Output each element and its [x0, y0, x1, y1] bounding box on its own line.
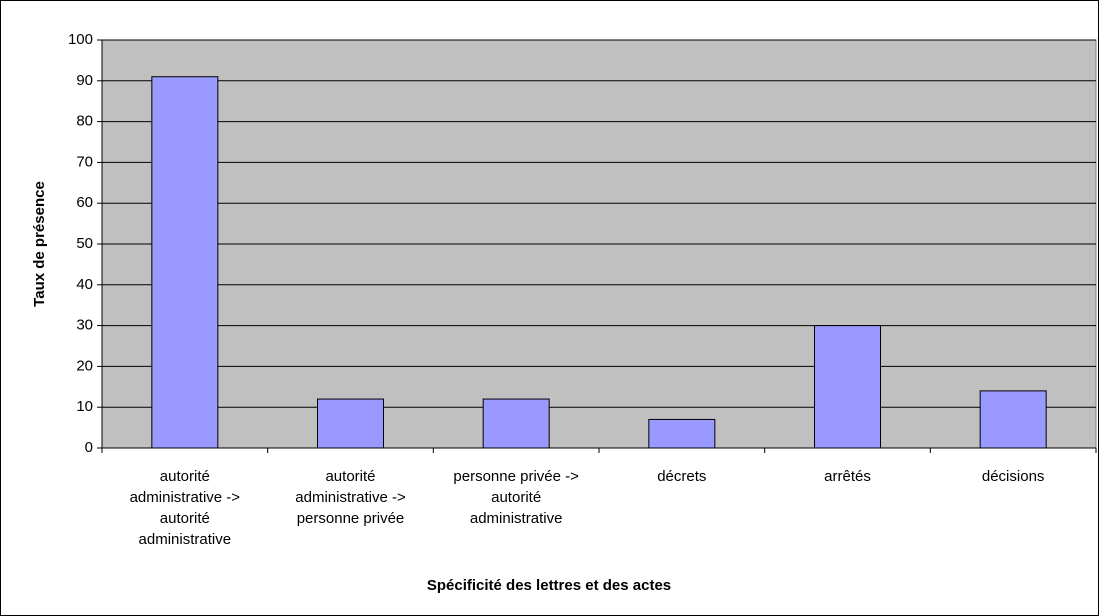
y-tick-label: 80: [76, 113, 93, 130]
bar: [979, 390, 1047, 449]
bar: [151, 76, 219, 449]
x-axis-title: Spécificité des lettres et des actes: [427, 577, 671, 594]
x-tick-label: autorité administrative -> personne priv…: [295, 468, 406, 527]
y-tick-label: 60: [76, 194, 93, 211]
y-tick-label: 10: [76, 398, 93, 415]
y-tick-label: 100: [68, 31, 93, 48]
x-tick-label: décrets: [657, 468, 707, 485]
bar: [317, 398, 384, 449]
y-axis-title: Taux de présence: [31, 181, 48, 307]
x-tick-label: personne privée -> autorité administrati…: [453, 468, 579, 527]
bar: [814, 325, 881, 449]
y-tick-label: 0: [85, 439, 93, 456]
x-tick-label: autorité administrative -> autorité admi…: [129, 468, 241, 548]
y-tick-label: 20: [76, 357, 93, 374]
y-tick-label: 40: [76, 276, 93, 293]
y-tick-label: 70: [76, 153, 93, 170]
y-tick-label: 50: [76, 235, 93, 252]
x-tick-label: arrêtés: [824, 468, 871, 485]
bar: [648, 418, 716, 449]
x-tick-label: décisions: [981, 468, 1045, 485]
y-tick-label: 90: [76, 72, 93, 89]
bar: [482, 398, 550, 449]
y-tick-label: 30: [76, 317, 93, 334]
